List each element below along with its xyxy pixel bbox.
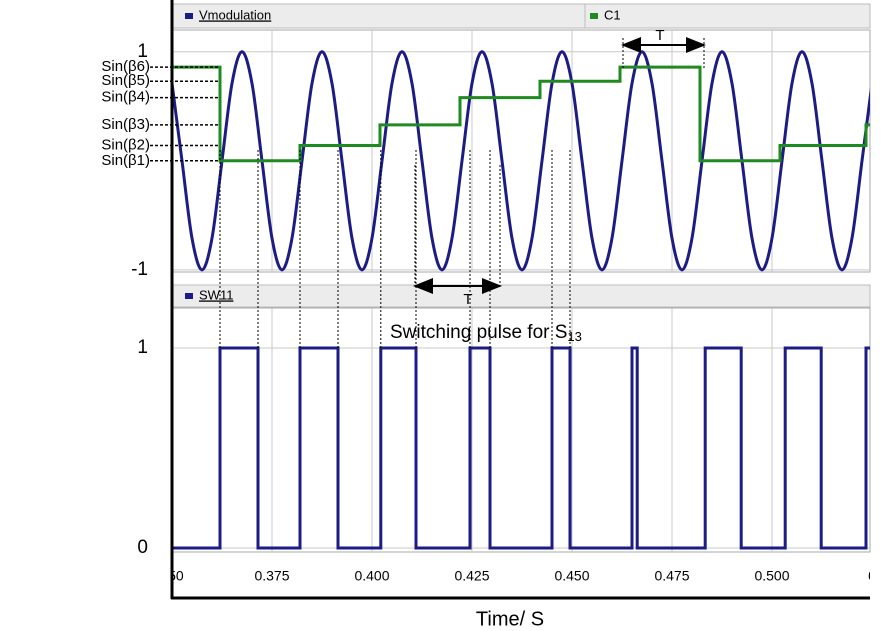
level-label: Sin(β1): [101, 152, 150, 169]
x-tick-label: 350: [160, 568, 184, 584]
x-tick-label: 0.475: [654, 568, 689, 584]
period-label: T: [655, 27, 664, 44]
x-tick-label: 0.425: [454, 568, 489, 584]
x-tick-label: 0.375: [254, 568, 289, 584]
panel-header: [171, 3, 871, 29]
panel-header: [171, 284, 871, 308]
plot-area: [171, 29, 871, 273]
level-label: Sin(β4): [101, 89, 150, 106]
plot-area: [171, 307, 871, 553]
series-line: [172, 50, 870, 272]
legend-label: Vmodulation: [199, 7, 271, 22]
period-label: T: [463, 291, 472, 308]
x-tick-label: 0.400: [354, 568, 389, 584]
y-tick-label: 1: [137, 41, 148, 62]
pulse-label-main: Switching pulse for S: [390, 322, 567, 343]
legend-swatch: [590, 13, 598, 19]
legend-swatch: [185, 13, 193, 19]
legend-label: C1: [604, 7, 621, 22]
level-label: Sin(β2): [101, 137, 150, 154]
series-line: [172, 346, 870, 550]
x-tick-label: 0.500: [754, 568, 789, 584]
x-tick-label: 0.450: [554, 568, 589, 584]
pulse-label: Switching pulse for S13: [390, 322, 582, 344]
pulse-label-sub: 13: [567, 329, 581, 344]
level-label: Sin(β6): [101, 58, 150, 75]
legend-swatch: [185, 293, 193, 299]
x-axis-title: Time/ S: [476, 608, 544, 630]
level-label: Sin(β5): [101, 72, 150, 89]
legend-label: SW11: [199, 287, 233, 302]
y-tick-label: -1: [131, 259, 148, 280]
level-label: Sin(β3): [101, 116, 150, 133]
y-tick-label: 1: [137, 337, 148, 358]
x-tick-label: 0: [868, 568, 876, 584]
y-tick-label: 0: [137, 537, 148, 558]
